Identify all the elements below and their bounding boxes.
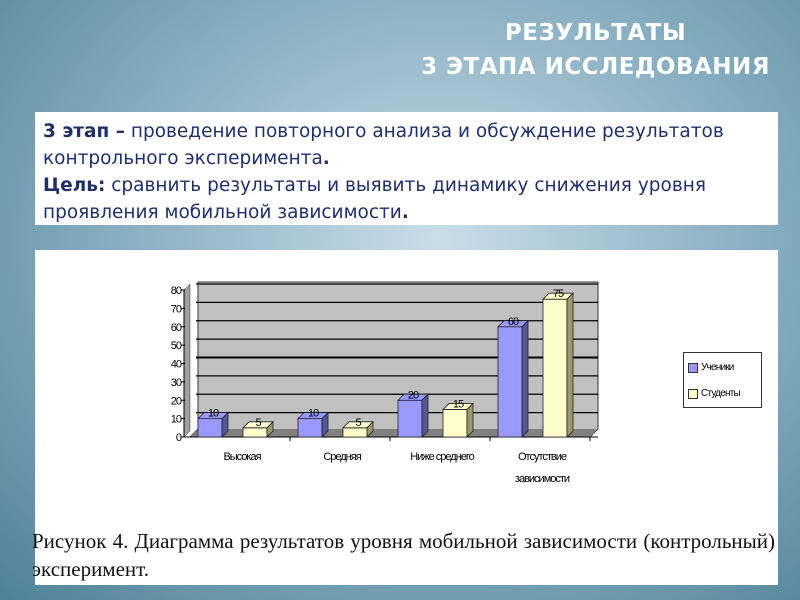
chart-legend: Ученики Студенты [683, 352, 762, 408]
bar-side [521, 319, 529, 438]
legend-swatch [688, 362, 698, 373]
bar [442, 409, 468, 438]
bar [542, 298, 568, 438]
legend-label: Ученики [701, 362, 734, 373]
bar [197, 418, 223, 438]
x-tick-label: Отсутствие [518, 451, 567, 463]
legend-swatch [688, 388, 698, 399]
bar-side [566, 292, 574, 438]
title-line-2: 3 ЭТАПА ИССЛЕДОВАНИЯ [421, 54, 770, 80]
bar-side [221, 411, 229, 438]
plot-floor [190, 429, 598, 437]
stage-label: 3 этап – [43, 121, 125, 142]
bar [297, 418, 323, 438]
plot-side-wall [183, 283, 191, 438]
y-tick-label: 10 [171, 414, 182, 426]
description-box: 3 этап – проведение повторного анализа и… [35, 112, 778, 225]
slide-title: РЕЗУЛЬТАТЫ 3 ЭТАПА ИССЛЕДОВАНИЯ [421, 16, 770, 84]
data-label: 15 [453, 398, 464, 410]
data-label: 20 [408, 389, 419, 401]
goal-paragraph: Цель: сравнить результаты и выявить дина… [43, 175, 706, 223]
bar [497, 326, 523, 438]
y-tick-label: 20 [171, 395, 182, 407]
bar [342, 427, 368, 438]
y-tick-label: 60 [171, 322, 182, 334]
goal-label: Цель: [43, 175, 106, 196]
legend-item-pupils: Ученики [688, 362, 734, 373]
figure-caption: Рисунок 4. Диаграмма результатов уровня … [32, 529, 775, 581]
bar-side [421, 393, 429, 438]
bar [397, 399, 423, 438]
x-tick-label: Ниже среднего [410, 451, 474, 463]
data-label: 75 [553, 288, 564, 300]
bar [242, 427, 268, 438]
bar-side [466, 402, 474, 438]
y-tick-label: 40 [171, 359, 182, 371]
y-tick-label: 80 [171, 285, 182, 297]
y-tick-label: 50 [171, 340, 182, 352]
y-tick-label: 70 [171, 303, 182, 315]
x-tick-label: Средняя [323, 451, 361, 463]
bar-side [321, 411, 329, 438]
data-label: 10 [208, 408, 219, 420]
data-label: 5 [355, 417, 361, 429]
title-line-1: РЕЗУЛЬТАТЫ [504, 20, 687, 46]
stage-paragraph: 3 этап – проведение повторного анализа и… [43, 121, 724, 169]
data-label: 60 [508, 316, 519, 328]
legend-item-students: Студенты [688, 388, 741, 399]
data-label: 5 [255, 417, 261, 429]
goal-text: сравнить результаты и выявить динамику с… [43, 175, 706, 223]
stage-text: проведение повторного анализа и обсужден… [43, 121, 724, 169]
plot-back-wall [188, 281, 599, 438]
legend-label: Студенты [701, 388, 741, 399]
x-tick-label: Высокая [223, 451, 261, 463]
x-tick-label: зависимости [515, 473, 570, 485]
bar-side [366, 420, 374, 438]
y-tick-label: 0 [176, 432, 182, 444]
data-label: 10 [308, 408, 319, 420]
y-tick-label: 30 [171, 377, 182, 389]
bar-side [266, 420, 274, 438]
